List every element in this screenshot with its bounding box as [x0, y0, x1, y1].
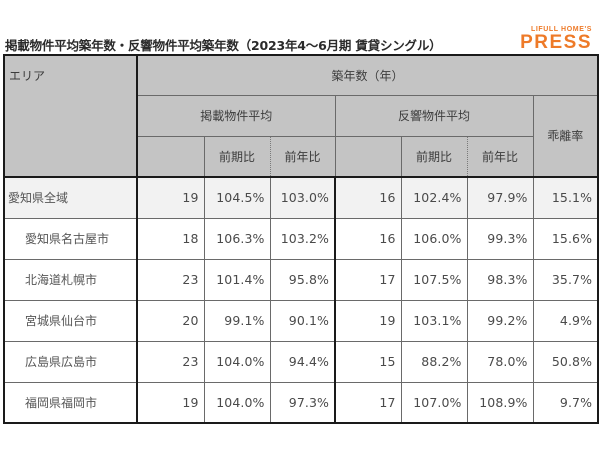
row-listing-yoy: 90.1% — [270, 300, 336, 342]
row-response-qoq: 102.4% — [401, 177, 468, 219]
header-listing-yoy: 前年比 — [270, 136, 336, 178]
lifull-homes-press-logo: LIFULL HOME'S PRESS — [520, 25, 592, 52]
logo-top-text: LIFULL HOME'S — [530, 26, 592, 33]
logo-main-text: PRESS — [520, 32, 592, 53]
row-response: 16 — [335, 218, 402, 260]
row-area: 福岡県福岡市 — [3, 382, 138, 424]
table-row: 宮城県仙台市 20 99.1% 90.1% 19 103.1% 99.2% 4.… — [3, 300, 600, 342]
row-listing-yoy: 95.8% — [270, 259, 336, 301]
header-response-value — [335, 136, 402, 178]
row-response: 15 — [335, 341, 402, 383]
header-building-age: 築年数（年） — [137, 54, 600, 96]
row-listing: 23 — [137, 341, 205, 383]
table-row: 愛知県名古屋市 18 106.3% 103.2% 16 106.0% 99.3%… — [3, 218, 600, 260]
chart-title: 掲載物件平均築年数・反響物件平均築年数（2023年4～6月期 賃貸シングル） — [5, 38, 442, 53]
row-response-yoy: 99.2% — [467, 300, 534, 342]
row-divergence: 35.7% — [533, 259, 600, 301]
row-listing: 20 — [137, 300, 205, 342]
row-listing-yoy: 97.3% — [270, 382, 336, 424]
header-listing-qoq: 前期比 — [204, 136, 271, 178]
row-area: 愛知県名古屋市 — [3, 218, 138, 260]
data-table: エリア 築年数（年） 掲載物件平均 反響物件平均 乖離率 前期比 前年比 前期比… — [3, 54, 600, 424]
row-response-qoq: 103.1% — [401, 300, 468, 342]
row-response-yoy: 99.3% — [467, 218, 534, 260]
row-listing-qoq: 99.1% — [204, 300, 271, 342]
header-response-average: 反響物件平均 — [335, 95, 533, 137]
row-response-yoy: 97.9% — [467, 177, 534, 219]
row-response: 17 — [335, 259, 402, 301]
row-listing-qoq: 104.5% — [204, 177, 271, 219]
row-divergence: 15.6% — [533, 218, 600, 260]
row-area: 広島県広島市 — [3, 341, 138, 383]
row-listing-qoq: 104.0% — [204, 341, 271, 383]
row-response-yoy: 98.3% — [467, 259, 534, 301]
row-divergence: 9.7% — [533, 382, 600, 424]
table-row: 福岡県福岡市 19 104.0% 97.3% 17 107.0% 108.9% … — [3, 382, 600, 424]
table-row: 愛知県全域 19 104.5% 103.0% 16 102.4% 97.9% 1… — [3, 177, 600, 219]
row-listing-yoy: 103.2% — [270, 218, 336, 260]
row-listing-qoq: 101.4% — [204, 259, 271, 301]
header-response-qoq: 前期比 — [401, 136, 468, 178]
row-divergence: 15.1% — [533, 177, 600, 219]
row-listing: 19 — [137, 177, 205, 219]
header-listing-value — [137, 136, 205, 178]
row-response-qoq: 107.5% — [401, 259, 468, 301]
row-response-yoy: 78.0% — [467, 341, 534, 383]
row-listing-yoy: 94.4% — [270, 341, 336, 383]
row-divergence: 4.9% — [533, 300, 600, 342]
row-listing: 23 — [137, 259, 205, 301]
row-response-qoq: 88.2% — [401, 341, 468, 383]
row-response: 17 — [335, 382, 402, 424]
header-area: エリア — [3, 54, 138, 178]
row-response-qoq: 106.0% — [401, 218, 468, 260]
row-listing-qoq: 106.3% — [204, 218, 271, 260]
row-response: 19 — [335, 300, 402, 342]
row-area: 宮城県仙台市 — [3, 300, 138, 342]
row-response-qoq: 107.0% — [401, 382, 468, 424]
row-listing: 18 — [137, 218, 205, 260]
table-row: 広島県広島市 23 104.0% 94.4% 15 88.2% 78.0% 50… — [3, 341, 600, 383]
row-listing: 19 — [137, 382, 205, 424]
row-response-yoy: 108.9% — [467, 382, 534, 424]
row-listing-qoq: 104.0% — [204, 382, 271, 424]
row-response: 16 — [335, 177, 402, 219]
row-area: 愛知県全域 — [3, 177, 138, 219]
row-divergence: 50.8% — [533, 341, 600, 383]
header-response-yoy: 前年比 — [467, 136, 533, 178]
row-listing-yoy: 103.0% — [270, 177, 336, 219]
row-area: 北海道札幌市 — [3, 259, 138, 301]
table-row: 北海道札幌市 23 101.4% 95.8% 17 107.5% 98.3% 3… — [3, 259, 600, 301]
header-divergence: 乖離率 — [532, 95, 600, 178]
header-listing-average: 掲載物件平均 — [137, 95, 336, 137]
